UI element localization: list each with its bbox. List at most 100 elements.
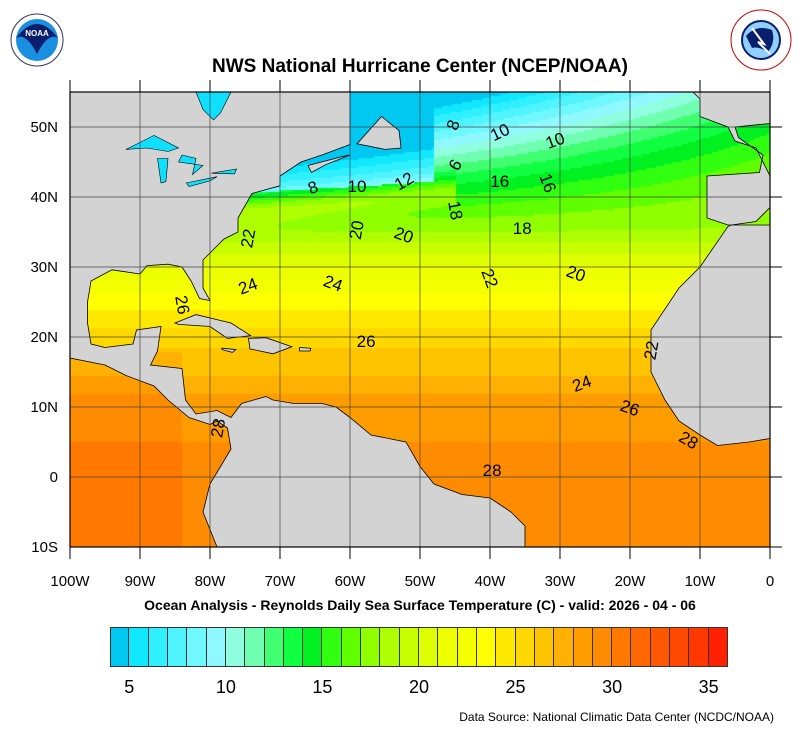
colorbar-cell (206, 627, 226, 667)
contour-label: 16 (535, 171, 559, 195)
colorbar-cell (650, 627, 671, 667)
map-overlay: 100W 90W 80W 70W 60W 50W 40W 30W 20W 10W 0 50N 40N 30… (30, 80, 782, 590)
colorbar-cell (612, 627, 632, 667)
colorbar-cell (322, 627, 342, 667)
contour-label: 24 (570, 372, 594, 396)
colorbar-cell (361, 627, 381, 667)
lat-tick-label: 0 (50, 469, 58, 486)
lon-tick-label: 50W (405, 573, 437, 590)
contour-label: 26 (357, 332, 376, 351)
map-frame (69, 91, 771, 548)
colorbar-cell (438, 627, 458, 667)
lon-tick-label: 20W (615, 573, 647, 590)
colorbar-cell (167, 627, 188, 667)
colorbar-cell (303, 627, 323, 667)
contour-label: 24 (321, 271, 345, 295)
colorbar-cell (341, 627, 362, 667)
colorbar-cell (496, 627, 516, 667)
land-polygon (69, 91, 526, 548)
lake (211, 168, 238, 175)
contour-label: 16 (490, 172, 509, 191)
contour-label: 10 (543, 129, 567, 153)
colorbar-cell (476, 627, 497, 667)
colorbar-tick-label: 15 (312, 677, 333, 697)
lon-tick-label: 70W (265, 573, 297, 590)
noaa-logo: NOAA (10, 13, 64, 67)
contour-label: 6 (445, 156, 466, 174)
contour-label: 22 (477, 266, 501, 290)
contour-label: 8 (305, 177, 320, 198)
lon-tick-label: 60W (335, 573, 367, 590)
contour-label: 28 (207, 417, 229, 439)
colorbar-cell (245, 627, 265, 667)
lat-tick-label: 40N (30, 189, 58, 206)
colorbar-cell (554, 627, 574, 667)
colorbar-cell (110, 627, 130, 667)
lake (125, 135, 180, 152)
colorbar-cell (264, 627, 284, 667)
colorbar-cell (670, 627, 690, 667)
colorbar-cell (515, 627, 535, 667)
contour-label: 10 (487, 120, 512, 145)
colorbar-tick-label: 25 (505, 677, 526, 697)
lon-tick-label: 90W (125, 573, 157, 590)
nws-logo (730, 9, 792, 71)
land-polygon (248, 337, 294, 355)
colorbar-tick-label: 30 (602, 677, 623, 697)
contour-label: 24 (236, 274, 260, 298)
lat-tick-label: 20N (30, 329, 58, 346)
land-polygon (173, 314, 252, 339)
lake (178, 154, 204, 176)
colorbar-cell (225, 627, 246, 667)
land-polygon (299, 347, 312, 352)
colorbar-cell (592, 627, 613, 667)
contour-label: 26 (171, 294, 193, 316)
contour-label: 18 (513, 219, 532, 238)
colorbar-tick-label: 10 (215, 677, 236, 697)
contour-label: 20 (392, 223, 416, 247)
svg-text:NOAA: NOAA (25, 29, 49, 38)
lat-tick-label: 10N (30, 399, 58, 416)
contour-label: 8 (443, 117, 464, 132)
lat-tick-label: 10S (31, 539, 58, 556)
contour-label: 10 (348, 177, 367, 196)
contour-label: 26 (618, 396, 642, 420)
colorbar-tick-label: 35 (698, 677, 719, 697)
lon-tick-label: 10W (685, 573, 717, 590)
lon-tick-label: 40W (475, 573, 507, 590)
colorbar-cell (380, 627, 400, 667)
colorbar-cell (708, 627, 728, 667)
land-polygon (307, 154, 351, 174)
colorbar-cell (187, 627, 207, 667)
contour-label: 28 (483, 461, 502, 480)
colorbar-cell (689, 627, 709, 667)
contour-label: 22 (237, 227, 259, 249)
colorbar-cell (148, 627, 168, 667)
map-subtitle: Ocean Analysis - Reynolds Daily Sea Surf… (144, 597, 696, 613)
colorbar-cell (419, 627, 439, 667)
colorbar-cell (534, 627, 555, 667)
lon-tick-label: 80W (195, 573, 227, 590)
land-polygon (650, 91, 771, 446)
contour-label: 20 (346, 219, 368, 241)
contour-label: 20 (564, 262, 588, 286)
page-title: NWS National Hurricane Center (NCEP/NOAA… (212, 56, 628, 77)
colorbar-cell (573, 627, 593, 667)
colorbar-cell (631, 627, 651, 667)
data-source: Data Source: National Climatic Data Cent… (459, 710, 774, 724)
colorbar-tick-label: 5 (124, 677, 135, 697)
lat-tick-label: 30N (30, 259, 58, 276)
contour-label: 18 (444, 199, 466, 221)
colorbar-tick-label: 20 (408, 677, 430, 697)
land-polygon (356, 115, 402, 150)
lat-tick-label: 50N (30, 119, 58, 136)
land-polygon (221, 347, 237, 353)
colorbar-cell (457, 627, 477, 667)
lon-tick-label: 100W (50, 573, 90, 590)
contour-label: 12 (391, 168, 417, 194)
lon-tick-label: 30W (545, 573, 577, 590)
colorbar-cell (129, 627, 149, 667)
colorbar-cell (399, 627, 419, 667)
contour-label: 22 (640, 339, 662, 361)
